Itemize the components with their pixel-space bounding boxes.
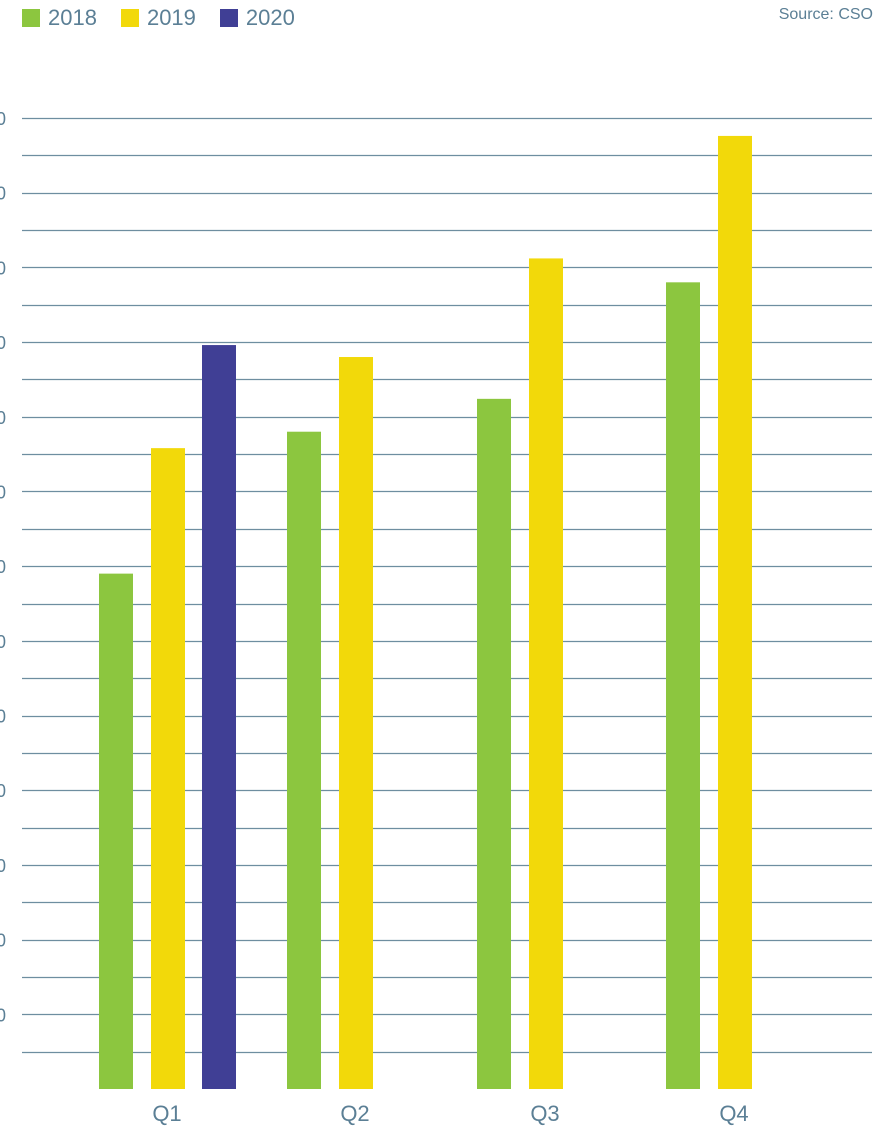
y-tick-label: 10: [0, 1005, 6, 1025]
legend-item-2020: 2020: [219, 5, 295, 31]
bar-q1-2020: [202, 345, 236, 1090]
bar-q3-2019: [529, 258, 563, 1090]
legend-label: 2018: [48, 5, 97, 30]
legend-swatch: [120, 9, 139, 27]
x-tick-label: Q4: [719, 1101, 748, 1126]
y-tick-label: 50: [0, 707, 6, 727]
y-tick-label: 130: [0, 109, 6, 129]
legend-swatch: [219, 9, 238, 27]
y-tick-label: 100: [0, 333, 6, 353]
source-note: Source: CSO: [778, 6, 873, 23]
y-tick-label: 30: [0, 856, 6, 876]
bar-q4-2018: [666, 282, 700, 1089]
legend-item-2018: 2018: [22, 5, 97, 31]
bar-q1-2018: [99, 573, 133, 1089]
y-tick-label: 120: [0, 184, 6, 204]
bar-q2-2019: [339, 357, 373, 1089]
legend-label: 2020: [245, 5, 295, 30]
y-tick-label: 20: [0, 931, 6, 951]
y-tick-label: 80: [0, 482, 6, 502]
y-tick-label: 110: [0, 258, 6, 278]
bar-q1-2019: [151, 448, 185, 1089]
bar-q3-2018: [477, 398, 511, 1089]
y-tick-labels: 10 20 30 40 50 60 70 80 90 100 110 120 130: [0, 109, 6, 1025]
x-tick-label: Q2: [340, 1101, 369, 1126]
x-tick-labels: Q1 Q2 Q3 Q4: [152, 1101, 748, 1126]
legend-label: 2019: [146, 5, 196, 30]
bar-q4-2019: [718, 135, 752, 1089]
bar-q2-2018: [287, 431, 321, 1089]
y-tick-label: 40: [0, 781, 6, 801]
y-tick-label: 70: [0, 557, 6, 577]
legend-item-2019: 2019: [120, 5, 196, 31]
x-tick-label: Q1: [152, 1101, 181, 1126]
y-tick-label: 60: [0, 632, 6, 652]
legend-swatch: [22, 9, 40, 27]
legend: 2018 2019 2020: [22, 4, 319, 32]
x-tick-label: Q3: [530, 1101, 559, 1126]
bars: [99, 135, 752, 1090]
y-tick-label: 90: [0, 408, 6, 428]
